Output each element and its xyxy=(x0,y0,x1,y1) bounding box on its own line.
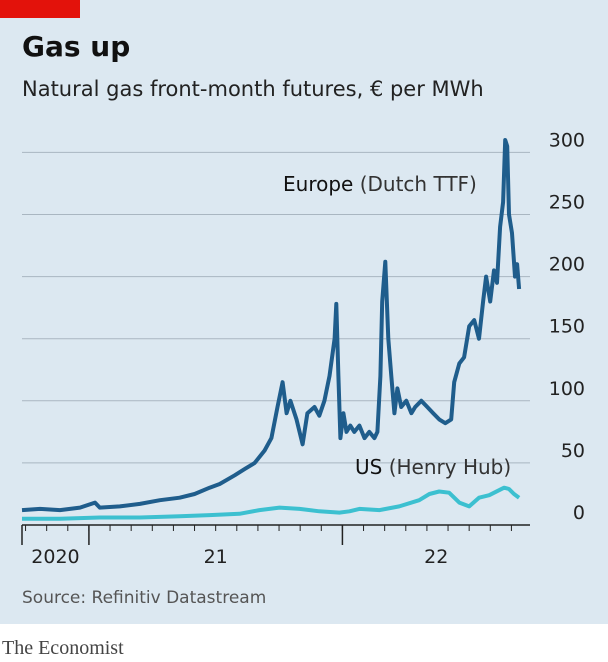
x-tick-label: 22 xyxy=(424,546,448,568)
series-detail: (Dutch TTF) xyxy=(360,172,477,196)
y-tick-label: 150 xyxy=(549,316,585,338)
chart-subtitle: Natural gas front-month futures, € per M… xyxy=(22,77,484,101)
series-label: Europe (Dutch TTF) xyxy=(283,172,477,196)
series-line xyxy=(21,138,522,513)
y-tick-label: 50 xyxy=(561,440,585,462)
series-name: US xyxy=(355,455,382,479)
y-tick-label: 0 xyxy=(573,502,585,524)
background xyxy=(0,0,608,624)
series-name: Europe xyxy=(283,172,353,196)
y-tick-label: 200 xyxy=(549,254,585,276)
source: Source: Refinitiv Datastream xyxy=(22,588,266,608)
series-detail: (Henry Hub) xyxy=(389,455,511,479)
y-tick-label: 300 xyxy=(549,129,585,151)
red-tag xyxy=(0,0,80,18)
y-tick-label: 250 xyxy=(549,192,585,214)
brand: The Economist xyxy=(2,637,124,659)
y-tick-label: 100 xyxy=(549,378,585,400)
x-tick-label: 21 xyxy=(204,546,228,568)
x-tick-label: 2020 xyxy=(31,546,79,568)
series-line xyxy=(22,485,521,521)
series-label: US (Henry Hub) xyxy=(355,455,511,479)
chart-title: Gas up xyxy=(22,30,130,63)
